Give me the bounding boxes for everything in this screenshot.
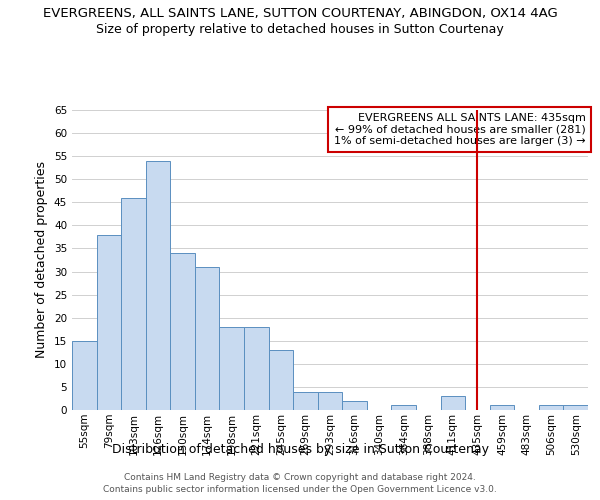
Bar xyxy=(293,392,318,410)
Bar xyxy=(97,234,121,410)
Bar xyxy=(146,161,170,410)
Text: Contains public sector information licensed under the Open Government Licence v3: Contains public sector information licen… xyxy=(103,485,497,494)
Bar xyxy=(563,406,588,410)
Bar xyxy=(490,406,514,410)
Bar xyxy=(72,341,97,410)
Text: EVERGREENS, ALL SAINTS LANE, SUTTON COURTENAY, ABINGDON, OX14 4AG: EVERGREENS, ALL SAINTS LANE, SUTTON COUR… xyxy=(43,8,557,20)
Bar xyxy=(539,406,563,410)
Bar xyxy=(342,401,367,410)
Text: Distribution of detached houses by size in Sutton Courtenay: Distribution of detached houses by size … xyxy=(112,442,488,456)
Bar xyxy=(391,406,416,410)
Bar xyxy=(121,198,146,410)
Bar xyxy=(220,327,244,410)
Bar xyxy=(244,327,269,410)
Text: Size of property relative to detached houses in Sutton Courtenay: Size of property relative to detached ho… xyxy=(96,22,504,36)
Bar xyxy=(170,253,195,410)
Bar xyxy=(440,396,465,410)
Y-axis label: Number of detached properties: Number of detached properties xyxy=(35,162,49,358)
Text: EVERGREENS ALL SAINTS LANE: 435sqm
← 99% of detached houses are smaller (281)
1%: EVERGREENS ALL SAINTS LANE: 435sqm ← 99%… xyxy=(334,113,586,146)
Bar xyxy=(269,350,293,410)
Text: Contains HM Land Registry data © Crown copyright and database right 2024.: Contains HM Land Registry data © Crown c… xyxy=(124,472,476,482)
Bar xyxy=(195,267,220,410)
Bar xyxy=(318,392,342,410)
